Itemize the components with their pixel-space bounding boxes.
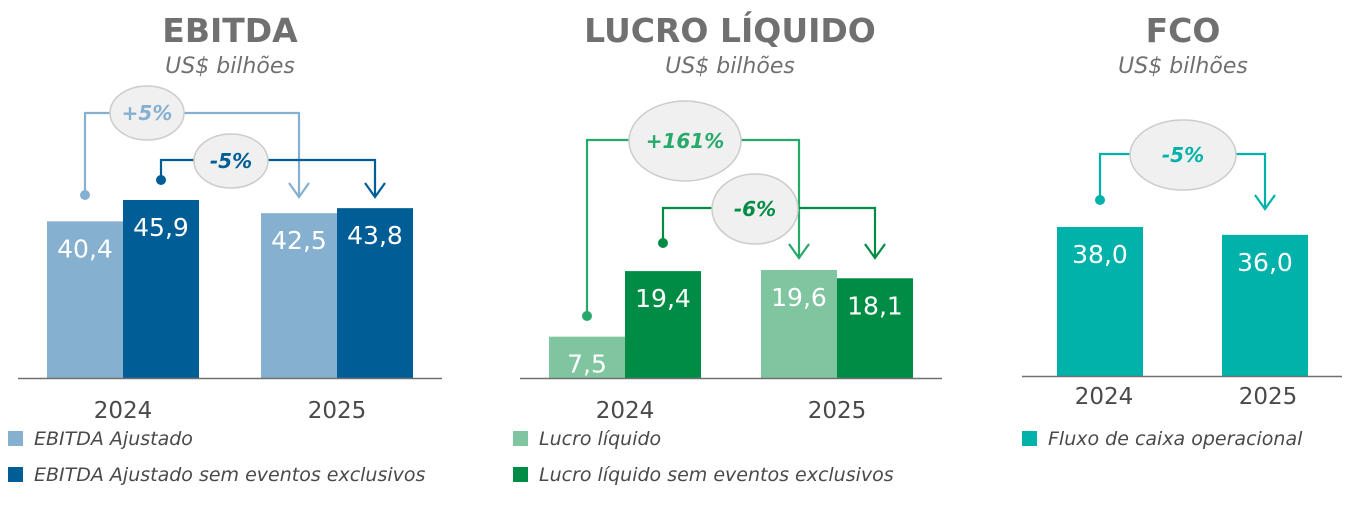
change-bubble [711, 173, 799, 245]
legend-swatch [8, 467, 23, 482]
chart-title: EBITDA [162, 11, 298, 50]
chart-subtitle: US$ bilhões [165, 54, 295, 79]
x-tick-label: 2024 [1075, 384, 1134, 410]
x-tick-label: 2025 [808, 398, 867, 424]
bar-value-label: 45,9 [133, 213, 189, 242]
x-tick-label: 2025 [1239, 384, 1298, 410]
bar [1057, 227, 1143, 376]
bar [47, 221, 123, 378]
chart-title: FCO [1146, 11, 1221, 50]
chart-subtitle: US$ bilhões [1118, 54, 1248, 79]
arrow-head [788, 243, 810, 260]
legend-label: Lucro líquido [539, 428, 661, 450]
legend-swatch [513, 431, 528, 446]
change-percent-label: -5% [1162, 143, 1204, 167]
chart-title: LUCRO LÍQUIDO [584, 10, 876, 50]
bar [761, 270, 837, 378]
bar-value-label: 7,5 [567, 350, 607, 379]
chart-1: EBITDA US$ bilhões 40,4 42,5 45,9 43,8 2024 202… [8, 11, 442, 486]
bar-value-label: 43,8 [347, 221, 403, 250]
bar [837, 278, 913, 378]
change-percent-label: +5% [122, 101, 173, 125]
change-bubble [109, 85, 185, 141]
change-bubble [628, 100, 742, 182]
arrow-head [1254, 194, 1276, 211]
chart-3: FCO US$ bilhões 38,0 36,0 2024 2025 -5% Fluxo d… [1022, 11, 1342, 450]
arrow-head [364, 182, 386, 199]
legend-label: EBITDA Ajustado sem eventos exclusivos [34, 464, 426, 486]
change-connector: +5% [80, 85, 310, 200]
bar-value-label: 19,4 [635, 284, 691, 313]
legend-swatch [513, 467, 528, 482]
change-connector: -5% [1095, 119, 1276, 211]
x-tick-label: 2024 [596, 398, 655, 424]
bar-value-label: 18,1 [847, 291, 903, 320]
legend-label: Fluxo de caixa operacional [1048, 428, 1303, 450]
x-tick-label: 2024 [94, 398, 153, 424]
change-connector: +161% [582, 100, 810, 321]
bar-value-label: 38,0 [1072, 240, 1128, 269]
legend-swatch [1022, 431, 1037, 446]
chart-2: LUCRO LÍQUIDO US$ bilhões 7,5 19,6 19,4 18,1 2… [513, 10, 942, 486]
change-bubble [1129, 119, 1237, 191]
bar-value-label: 42,5 [271, 226, 327, 255]
legend-swatch [8, 431, 23, 446]
bar [261, 213, 337, 378]
bar-value-label: 19,6 [771, 283, 827, 312]
bar [337, 208, 413, 378]
x-tick-label: 2025 [308, 398, 367, 424]
change-bubble [193, 133, 269, 189]
change-connector: -6% [658, 173, 886, 260]
bar-value-label: 36,0 [1237, 248, 1293, 277]
arrow-head [288, 182, 310, 199]
bar [625, 271, 701, 378]
legend-label: EBITDA Ajustado [34, 428, 193, 450]
change-percent-label: -5% [210, 149, 252, 173]
bar [123, 200, 199, 378]
chart-subtitle: US$ bilhões [665, 54, 795, 79]
arrow-head [864, 243, 886, 260]
legend-label: Lucro líquido sem eventos exclusivos [539, 464, 894, 486]
bar [1222, 234, 1308, 376]
bar-value-label: 40,4 [57, 234, 113, 263]
change-percent-label: -6% [734, 197, 776, 221]
bar [549, 336, 625, 378]
connector-line [83, 111, 301, 197]
change-percent-label: +161% [646, 129, 725, 153]
change-connector: -5% [156, 133, 386, 199]
